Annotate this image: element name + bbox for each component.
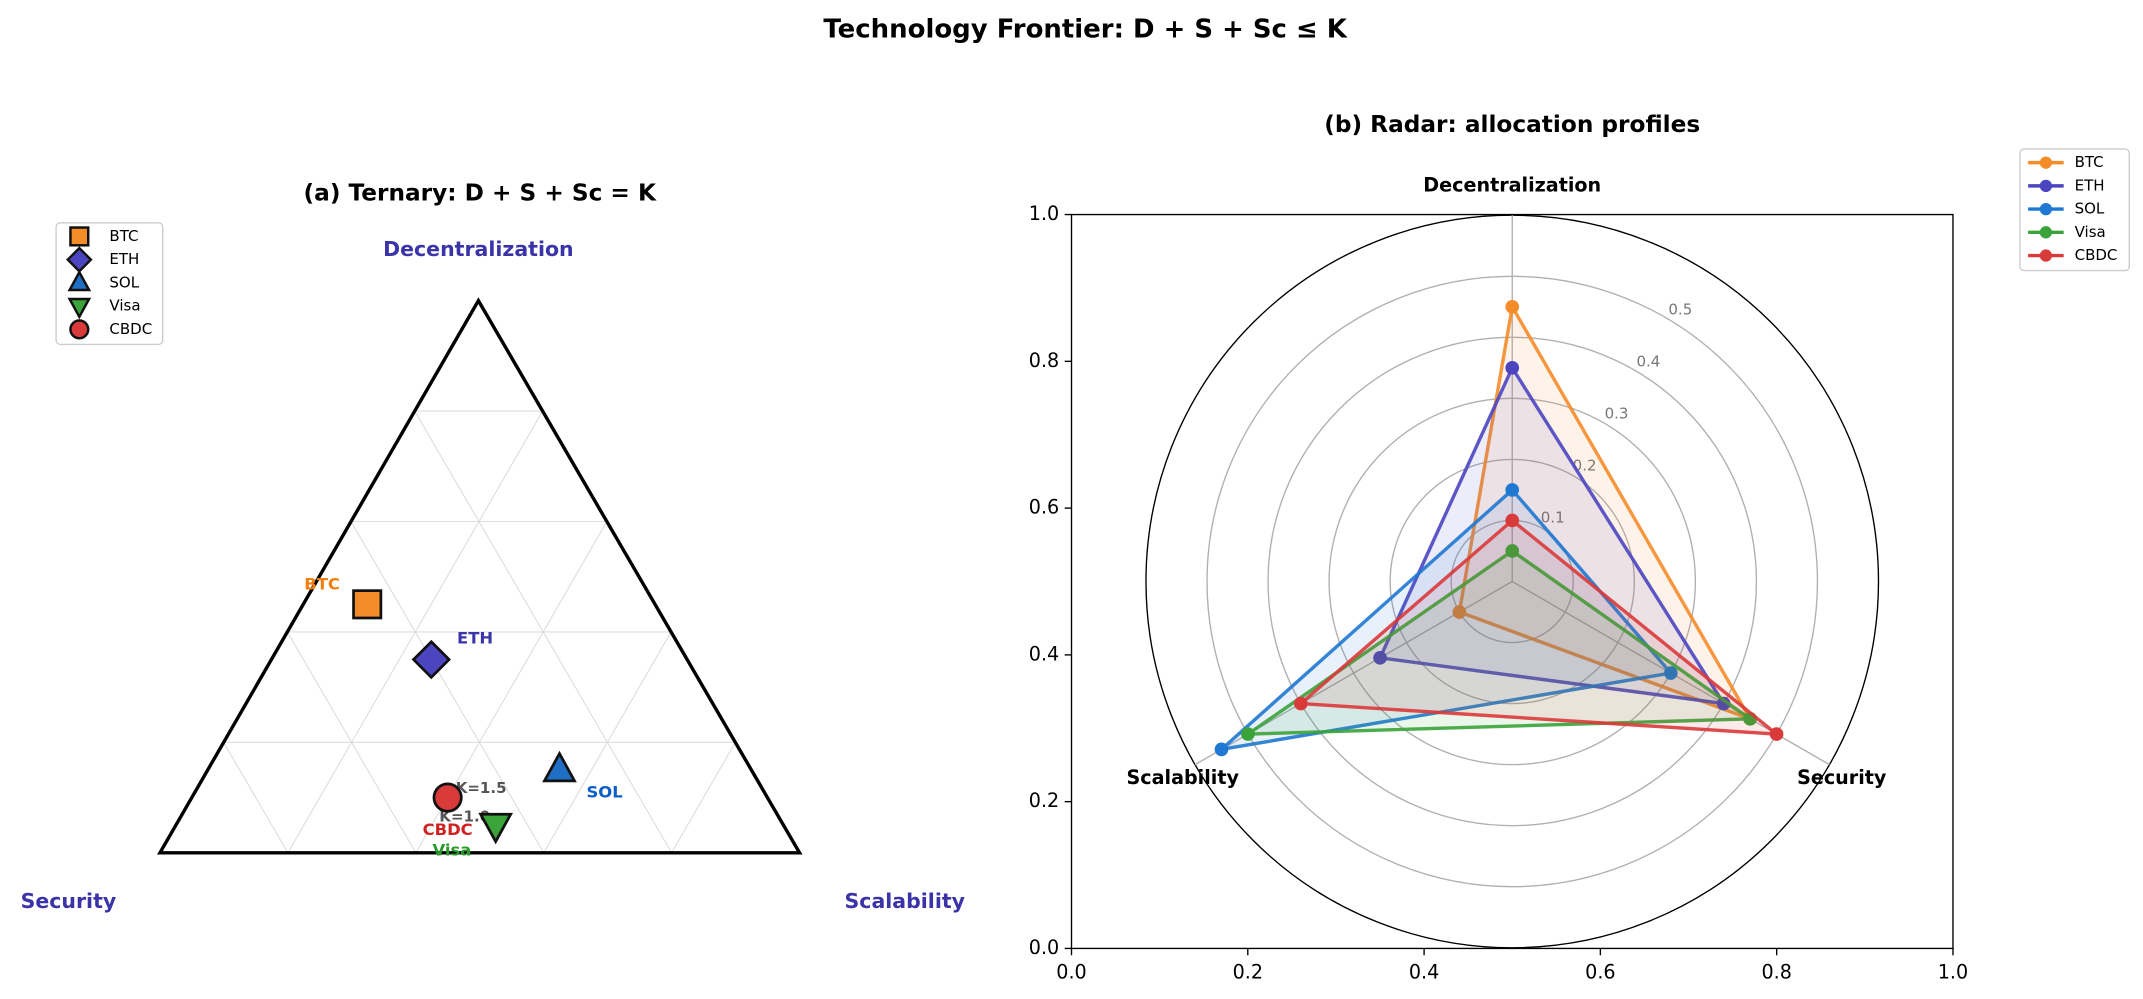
radar-tick-label: 0.3 xyxy=(1605,405,1629,423)
radar-point xyxy=(1214,742,1229,757)
legend-marker xyxy=(2039,202,2053,216)
legend-label: SOL xyxy=(109,273,139,291)
radar-point xyxy=(1452,605,1467,619)
radar-point xyxy=(1505,513,1520,528)
grid-line xyxy=(543,631,672,854)
radar-tick-label: 0.1 xyxy=(1541,509,1565,527)
radar-point xyxy=(1505,361,1520,375)
legend-box xyxy=(2019,148,2130,272)
legend-marker xyxy=(69,226,90,247)
radar-point xyxy=(1716,696,1731,711)
figure-title: Technology Frontier: D + S + Sc ≤ K xyxy=(823,15,1347,45)
chart-title: (b) Radar: allocation profiles xyxy=(1324,111,1700,138)
radar-area xyxy=(1296,518,1782,737)
legend-marker xyxy=(2039,156,2053,169)
point-label: ETH xyxy=(457,629,493,648)
grid-line xyxy=(350,521,545,854)
radar-point xyxy=(1373,650,1387,665)
axis-label: Security xyxy=(21,889,117,913)
legend-label: Visa xyxy=(2075,223,2106,241)
chart-title: (a) Ternary: D + S + Sc = K xyxy=(304,180,657,207)
x-tick-label: 0.2 xyxy=(1233,961,1263,984)
y-tick-label: 0.4 xyxy=(1029,642,1059,665)
data-point xyxy=(542,750,577,783)
legend-label: Visa xyxy=(109,297,140,315)
grid-line xyxy=(223,742,289,854)
data-point xyxy=(478,812,514,845)
point-label: CBDC xyxy=(423,820,473,839)
legend-label: ETH xyxy=(109,250,139,268)
point-label: Visa xyxy=(433,841,472,860)
x-tick-label: 0.0 xyxy=(1056,961,1086,984)
legend-marker xyxy=(67,297,92,320)
legend-marker xyxy=(2039,179,2053,193)
data-point xyxy=(411,639,452,680)
y-tick-label: 0.6 xyxy=(1029,496,1059,519)
legend-label: CBDC xyxy=(2075,246,2118,264)
point-label: SOL xyxy=(587,783,623,802)
y-tick-label: 0.0 xyxy=(1029,936,1059,959)
x-tick-label: 1.0 xyxy=(1938,961,1968,984)
radar-tick-label: 0.4 xyxy=(1636,353,1660,371)
radar-axis-label: Scalability xyxy=(1127,766,1240,789)
y-tick-label: 0.2 xyxy=(1029,789,1059,812)
annotation: K=1.5 xyxy=(456,779,507,797)
radar-axis-label: Security xyxy=(1797,766,1887,789)
radar-point xyxy=(1505,544,1520,558)
y-tick-label: 0.8 xyxy=(1029,349,1059,372)
x-tick-label: 0.8 xyxy=(1761,961,1791,984)
y-tick-label: 1.0 xyxy=(1029,202,1059,225)
axis-label: Decentralization xyxy=(383,237,574,261)
radar-tick-label: 0.5 xyxy=(1668,301,1692,319)
grid-line xyxy=(671,742,736,854)
radar-point xyxy=(1505,483,1520,497)
radar-point xyxy=(1663,666,1678,680)
legend-label: ETH xyxy=(2075,176,2105,194)
legend-label: SOL xyxy=(2075,200,2105,218)
point-label: BTC xyxy=(304,575,340,594)
radar-point xyxy=(1241,727,1255,741)
radar-axis-label: Decentralization xyxy=(1423,173,1601,196)
axis-label: Scalability xyxy=(845,889,965,913)
legend-marker xyxy=(67,269,92,292)
radar-point xyxy=(1293,696,1308,711)
data-point xyxy=(352,589,383,620)
legend-label: BTC xyxy=(109,227,138,245)
radar-point xyxy=(1505,299,1520,314)
annotation: K=1.0 xyxy=(439,808,490,826)
radar-point xyxy=(1769,727,1784,741)
legend-marker xyxy=(2039,249,2053,262)
x-tick-label: 0.6 xyxy=(1585,961,1615,984)
legend-label: CBDC xyxy=(109,320,152,338)
legend-marker xyxy=(69,319,90,340)
grid-line xyxy=(286,631,417,854)
radar-area xyxy=(1242,548,1756,736)
x-tick-label: 0.4 xyxy=(1409,961,1439,984)
data-point xyxy=(432,782,463,813)
ternary-frame xyxy=(157,297,803,855)
legend-marker xyxy=(2039,226,2053,239)
legend-label: BTC xyxy=(2075,153,2104,171)
